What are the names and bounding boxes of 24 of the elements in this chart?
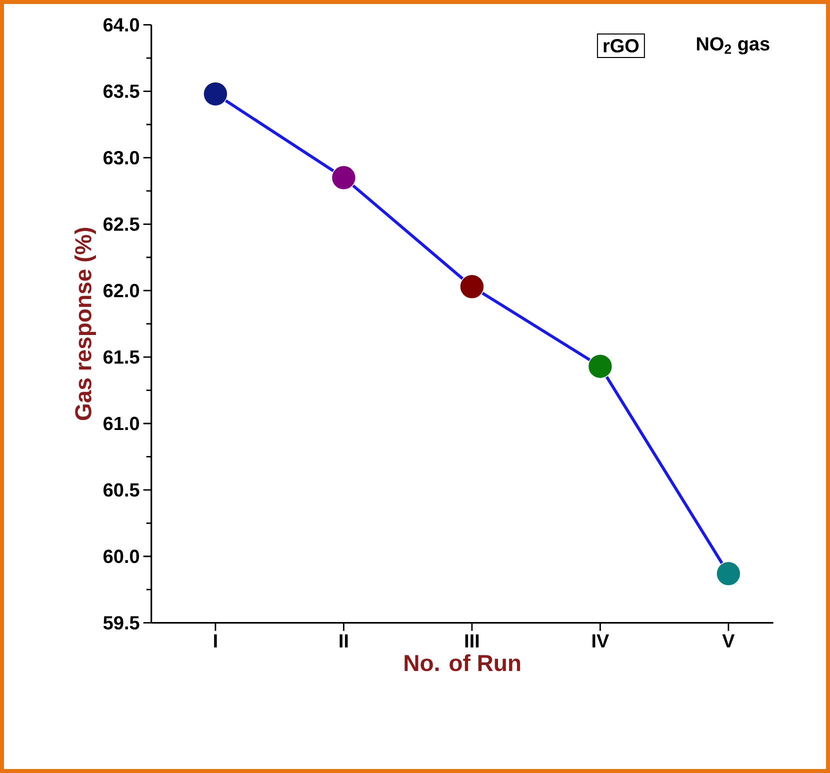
y-tick-label: 63.0 — [104, 150, 140, 164]
y-axis-title: Gas response (%) — [74, 228, 96, 420]
y-tick-label: 59.5 — [103, 616, 140, 630]
annotation: rGO — [604, 39, 639, 52]
x-tick-label: II — [340, 634, 348, 648]
y-tick-label: 61.0 — [104, 416, 140, 430]
point — [588, 354, 613, 379]
x-tick-label: V — [722, 634, 735, 648]
y-tick-label: 63.5 — [104, 84, 140, 98]
y-tick-label: 61.5 — [104, 350, 140, 364]
y-tick-label: 60.0 — [104, 550, 140, 564]
point — [331, 165, 356, 190]
x-axis-title: No. of Run — [404, 654, 520, 672]
x-tick-label: I — [214, 634, 217, 648]
x-tick-label: IV — [592, 634, 610, 648]
point — [460, 274, 484, 300]
y-tick-label: 62.5 — [104, 217, 140, 231]
annotation: NO$_{2}$ gas — [696, 37, 770, 54]
y-tick-label: 64.0 — [104, 18, 140, 32]
point — [203, 82, 228, 106]
point — [716, 561, 741, 586]
x-tick-label: III — [465, 634, 479, 648]
y-tick-label: 62.0 — [104, 284, 140, 298]
y-tick-label: 60.5 — [104, 483, 140, 497]
